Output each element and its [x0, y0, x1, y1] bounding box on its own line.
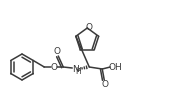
Text: O: O [102, 80, 109, 89]
Text: H: H [76, 67, 81, 76]
Text: O: O [85, 23, 92, 32]
Text: O: O [54, 47, 61, 56]
Text: O: O [51, 63, 58, 72]
Text: N: N [72, 65, 79, 74]
Text: OH: OH [108, 63, 122, 72]
